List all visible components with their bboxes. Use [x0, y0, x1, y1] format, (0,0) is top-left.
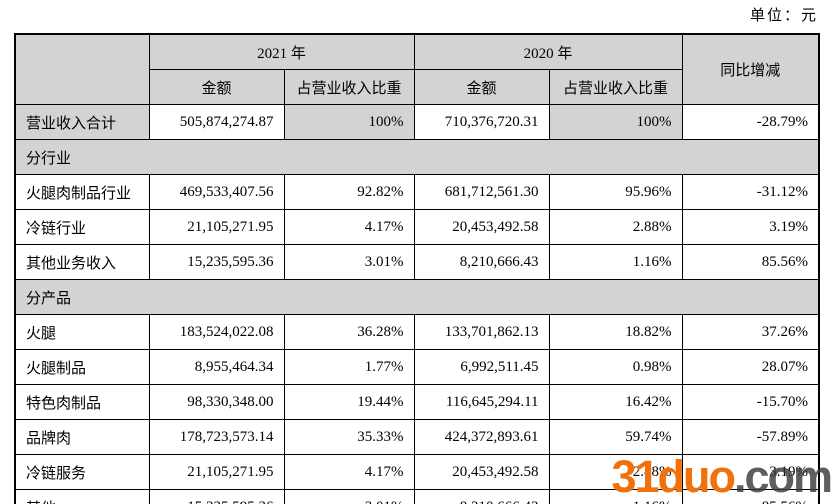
- row-label: 火腿肉制品行业: [14, 174, 150, 210]
- yoy-cell: -28.79%: [681, 104, 820, 140]
- revenue-table: 2021 年 2020 年 同比增减 金额 占营业收入比重 金额 占营业收入比重…: [14, 33, 821, 504]
- pct-2020-cell: 1.16%: [548, 244, 683, 280]
- yoy-cell: -15.70%: [681, 384, 820, 420]
- table-row: 特色肉制品 98,330,348.00 19.44% 116,645,294.1…: [14, 384, 820, 420]
- row-label: 冷链行业: [14, 209, 150, 245]
- section-label: 分产品: [14, 279, 820, 315]
- section-row: 分行业: [14, 139, 820, 175]
- amount-2020-cell: 424,372,893.61: [413, 419, 550, 455]
- table-row: 火腿 183,524,022.08 36.28% 133,701,862.13 …: [14, 314, 820, 350]
- amount-2021-cell: 15,235,595.36: [148, 489, 285, 504]
- pct-2021-cell: 3.01%: [283, 489, 415, 504]
- row-label: 其他业务收入: [14, 244, 150, 280]
- amount-2021-cell: 183,524,022.08: [148, 314, 285, 350]
- amount-2021-header: 金额: [148, 69, 285, 105]
- pct-2021-cell: 35.33%: [283, 419, 415, 455]
- table-row: 冷链行业 21,105,271.95 4.17% 20,453,492.58 2…: [14, 209, 820, 245]
- table-row: 火腿制品 8,955,464.34 1.77% 6,992,511.45 0.9…: [14, 349, 820, 385]
- amount-2021-cell: 98,330,348.00: [148, 384, 285, 420]
- proportion-2020-header: 占营业收入比重: [548, 69, 683, 105]
- header-row-measures: 金额 占营业收入比重 金额 占营业收入比重: [15, 69, 819, 105]
- year-2020-header: 2020 年: [413, 33, 683, 70]
- amount-2021-cell: 15,235,595.36: [148, 244, 285, 280]
- corner-cell: [14, 33, 150, 105]
- amount-2020-cell: 681,712,561.30: [413, 174, 550, 210]
- amount-2021-cell: 469,533,407.56: [148, 174, 285, 210]
- year-2021-header: 2021 年: [148, 33, 415, 70]
- table-row: 冷链服务 21,105,271.95 4.17% 20,453,492.58 2…: [14, 454, 820, 490]
- pct-2021-cell: 4.17%: [283, 454, 415, 490]
- pct-2020-cell: 1.16%: [548, 489, 683, 504]
- table-row: 其他业务收入 15,235,595.36 3.01% 8,210,666.43 …: [14, 244, 820, 280]
- amount-2020-cell: 8,210,666.43: [413, 244, 550, 280]
- pct-2020-cell: 18.82%: [548, 314, 683, 350]
- pct-2021-cell: 100%: [283, 104, 415, 140]
- yoy-cell: 3.19%: [681, 454, 820, 490]
- table-row-total: 营业收入合计 505,874,274.87 100% 710,376,720.3…: [14, 104, 820, 140]
- yoy-header: 同比增减: [681, 33, 820, 105]
- amount-2021-cell: 21,105,271.95: [148, 209, 285, 245]
- row-label: 营业收入合计: [14, 104, 150, 140]
- pct-2021-cell: 1.77%: [283, 349, 415, 385]
- header-row-years: 2021 年 2020 年 同比增减: [14, 33, 820, 105]
- amount-2021-cell: 8,955,464.34: [148, 349, 285, 385]
- amount-2020-cell: 710,376,720.31: [413, 104, 550, 140]
- pct-2020-cell: 59.74%: [548, 419, 683, 455]
- yoy-cell: 85.56%: [681, 244, 820, 280]
- yoy-cell: 3.19%: [681, 209, 820, 245]
- pct-2020-cell: 0.98%: [548, 349, 683, 385]
- row-label: 火腿: [14, 314, 150, 350]
- row-label: 特色肉制品: [14, 384, 150, 420]
- yoy-cell: -57.89%: [681, 419, 820, 455]
- table-row: 火腿肉制品行业 469,533,407.56 92.82% 681,712,56…: [14, 174, 820, 210]
- amount-2020-cell: 6,992,511.45: [413, 349, 550, 385]
- table-row: 品牌肉 178,723,573.14 35.33% 424,372,893.61…: [14, 419, 820, 455]
- proportion-2021-header: 占营业收入比重: [283, 69, 415, 105]
- section-row: 分产品: [14, 279, 820, 315]
- section-label: 分行业: [14, 139, 820, 175]
- row-label: 火腿制品: [14, 349, 150, 385]
- pct-2021-cell: 4.17%: [283, 209, 415, 245]
- amount-2021-cell: 178,723,573.14: [148, 419, 285, 455]
- pct-2020-cell: 2.88%: [548, 209, 683, 245]
- amount-2020-cell: 133,701,862.13: [413, 314, 550, 350]
- row-label: 品牌肉: [14, 419, 150, 455]
- amount-2020-cell: 20,453,492.58: [413, 454, 550, 490]
- row-label: 其他: [14, 489, 150, 504]
- amount-2020-cell: 20,453,492.58: [413, 209, 550, 245]
- pct-2020-cell: 2.88%: [548, 454, 683, 490]
- pct-2021-cell: 36.28%: [283, 314, 415, 350]
- pct-2020-cell: 100%: [548, 104, 683, 140]
- yoy-cell: 37.26%: [681, 314, 820, 350]
- yoy-cell: 85.56%: [681, 489, 820, 504]
- pct-2021-cell: 92.82%: [283, 174, 415, 210]
- yoy-cell: 28.07%: [681, 349, 820, 385]
- pct-2021-cell: 3.01%: [283, 244, 415, 280]
- amount-2021-cell: 505,874,274.87: [148, 104, 285, 140]
- amount-2021-cell: 21,105,271.95: [148, 454, 285, 490]
- yoy-cell: -31.12%: [681, 174, 820, 210]
- amount-2020-cell: 8,210,666.43: [413, 489, 550, 504]
- table-row: 其他 15,235,595.36 3.01% 8,210,666.43 1.16…: [14, 489, 820, 504]
- amount-2020-header: 金额: [413, 69, 550, 105]
- unit-label: 单位：元: [749, 8, 818, 24]
- pct-2020-cell: 16.42%: [548, 384, 683, 420]
- pct-2021-cell: 19.44%: [283, 384, 415, 420]
- pct-2020-cell: 95.96%: [548, 174, 683, 210]
- amount-2020-cell: 116,645,294.11: [413, 384, 550, 420]
- row-label: 冷链服务: [14, 454, 150, 490]
